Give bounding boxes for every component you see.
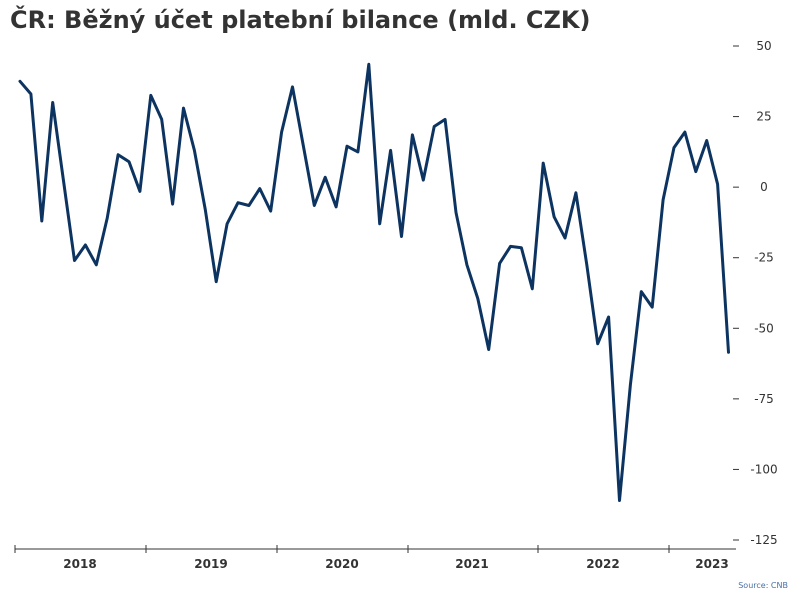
- y-axis-labels: 50 25 0 -25 -50 -75 -100 -125: [750, 39, 777, 547]
- data-point: [290, 84, 296, 90]
- data-point: [693, 169, 699, 175]
- data-point: [475, 296, 481, 302]
- y-axis-ticks: [733, 45, 739, 541]
- x-axis-labels: 2018 2019 2020 2021 2022 2023: [63, 557, 728, 571]
- data-point: [82, 242, 88, 248]
- data-point: [388, 147, 394, 153]
- data-point: [137, 188, 143, 194]
- y-tick-label: -75: [754, 392, 774, 406]
- data-point: [442, 116, 448, 122]
- x-tick-label: 2023: [695, 557, 728, 571]
- data-point: [529, 286, 535, 292]
- data-point: [115, 152, 121, 158]
- y-tick-label: -100: [750, 462, 777, 476]
- data-point: [627, 382, 633, 388]
- data-point: [72, 258, 78, 264]
- data-point: [584, 262, 590, 268]
- data-point: [573, 190, 579, 196]
- data-point: [17, 78, 23, 84]
- data-point: [377, 221, 383, 227]
- data-point: [366, 61, 372, 67]
- data-point: [181, 105, 187, 111]
- data-point: [355, 149, 361, 155]
- y-tick-label: -50: [754, 321, 774, 335]
- x-tick-label: 2019: [194, 557, 227, 571]
- data-point: [518, 245, 524, 251]
- data-point: [61, 179, 67, 185]
- data-point: [595, 341, 601, 347]
- data-point: [191, 147, 197, 153]
- x-tick-label: 2022: [586, 557, 619, 571]
- data-point: [409, 132, 415, 138]
- y-tick-label: 50: [756, 39, 771, 53]
- data-point: [551, 214, 557, 220]
- data-point: [497, 260, 503, 266]
- data-point: [159, 116, 165, 122]
- data-point: [300, 143, 306, 149]
- y-tick-label: -25: [754, 251, 774, 265]
- data-point: [660, 197, 666, 203]
- data-point: [399, 234, 405, 240]
- series-line: [18, 62, 730, 502]
- data-point: [50, 100, 56, 106]
- data-point: [508, 243, 514, 249]
- data-point: [420, 177, 426, 183]
- data-point: [148, 92, 154, 98]
- x-tick-label: 2020: [325, 557, 358, 571]
- data-point: [279, 129, 285, 135]
- y-tick-label: 25: [756, 110, 771, 124]
- data-point: [126, 159, 132, 165]
- data-point: [704, 138, 710, 144]
- data-point: [682, 129, 688, 135]
- data-point: [104, 215, 110, 221]
- data-point: [606, 314, 612, 320]
- data-point: [486, 347, 492, 353]
- data-point: [311, 203, 317, 209]
- data-point: [28, 91, 34, 97]
- data-point: [224, 221, 230, 227]
- data-point: [246, 203, 252, 209]
- data-point: [93, 262, 99, 268]
- data-point: [257, 186, 263, 192]
- y-tick-label: 0: [760, 180, 768, 194]
- data-point: [562, 235, 568, 241]
- data-point: [540, 160, 546, 166]
- data-point: [464, 262, 470, 268]
- data-point: [726, 349, 732, 355]
- data-point: [202, 207, 208, 213]
- data-point: [39, 218, 45, 224]
- x-axis-ticks: [14, 545, 670, 553]
- data-point: [431, 124, 437, 130]
- data-point: [322, 174, 328, 180]
- y-tick-label: -125: [750, 533, 777, 547]
- data-point: [453, 210, 459, 216]
- chart-title: ČR: Běžný účet platební bilance (mld. CZ…: [10, 6, 591, 34]
- data-point: [333, 204, 339, 210]
- data-point: [170, 201, 176, 207]
- series-group: [17, 61, 732, 504]
- data-point: [268, 208, 274, 214]
- source-label: Source: CNB: [738, 581, 788, 590]
- data-point: [649, 304, 655, 310]
- data-point: [235, 200, 241, 206]
- x-tick-label: 2018: [63, 557, 96, 571]
- data-point: [617, 498, 623, 504]
- data-point: [638, 289, 644, 295]
- data-point: [344, 143, 350, 149]
- data-point: [671, 145, 677, 151]
- x-tick-label: 2021: [455, 557, 488, 571]
- data-point: [715, 181, 721, 187]
- data-point: [213, 279, 219, 285]
